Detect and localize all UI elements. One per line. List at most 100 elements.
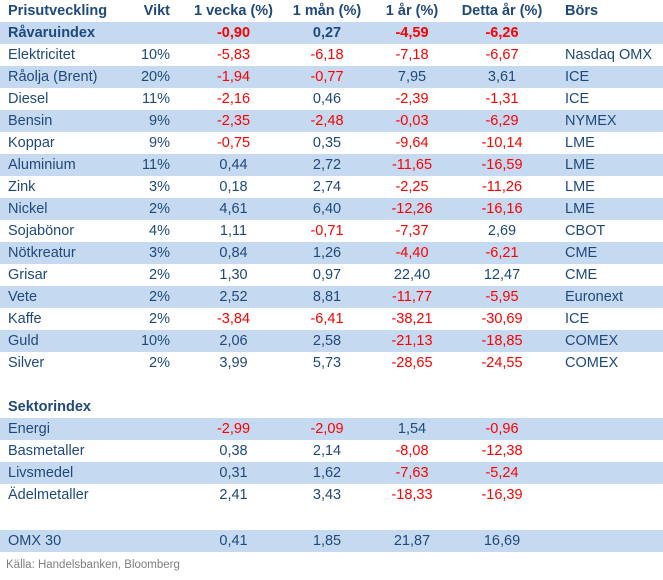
cell-bors xyxy=(552,484,663,506)
cell-vikt xyxy=(130,440,185,462)
cell-bors: LME xyxy=(565,179,595,195)
table-row-vete: Vete 2% 2,52 8,81 -11,77 -5,95 Euronext xyxy=(0,286,663,308)
cell-name: Livsmedel xyxy=(0,462,130,484)
table-row-bensin: Bensin 9% -2,35 -2,48 -0,03 -6,29 NYMEX xyxy=(0,110,663,132)
cell-bors: ICE xyxy=(552,66,663,88)
cell-vikt xyxy=(130,418,185,440)
table-row-livsmedel: Livsmedel 0,31 1,62 -7,63 -5,24 xyxy=(0,462,663,484)
table-row-notkreatur: Nötkreatur 3% 0,84 1,26 -4,40 -6,21 CME xyxy=(0,242,663,264)
cell-detta-ar: -16,16 xyxy=(452,198,552,220)
cell-1-vecka: 3,99 xyxy=(219,355,248,371)
cell-detta-ar: -5,24 xyxy=(452,462,552,484)
cell-1-vecka: 1,11 xyxy=(219,223,248,239)
cell-vikt: 2% xyxy=(130,198,185,220)
section-row-sektorindex: Sektorindex xyxy=(0,396,663,418)
cell-1-man: -6,41 xyxy=(310,311,344,327)
cell-detta-ar: -6,67 xyxy=(485,47,519,63)
cell-1-ar: -7,63 xyxy=(372,462,452,484)
cell-1-ar: -7,37 xyxy=(395,223,429,239)
cell-1-man: 0,97 xyxy=(312,267,342,283)
cell-detta-ar: -16,59 xyxy=(452,154,552,176)
cell-name: Nickel xyxy=(0,198,130,220)
cell-vikt: 9% xyxy=(130,110,185,132)
cell-detta-ar: -16,39 xyxy=(481,487,523,503)
cell-1-ar: 1,54 xyxy=(372,418,452,440)
cell-1-man: 5,73 xyxy=(312,355,342,371)
cell-vikt xyxy=(130,462,185,484)
cell-bors: LME xyxy=(565,135,595,151)
cell-name: Sojabönor xyxy=(8,223,75,239)
cell-1-vecka: -0,75 xyxy=(216,135,251,151)
table-row-basmetaller: Basmetaller 0,38 2,14 -8,08 -12,38 xyxy=(0,440,663,462)
cell-detta-ar: -6,21 xyxy=(452,242,552,264)
table-row-elektricitet: Elektricitet 10% -5,83 -6,18 -7,18 -6,67… xyxy=(0,44,663,66)
cell-vikt: 2% xyxy=(149,267,170,283)
cell-name: Basmetaller xyxy=(8,443,85,459)
cell-1-man: 3,43 xyxy=(312,487,342,503)
cell-1-ar: -4,40 xyxy=(372,242,452,264)
header-1-vecka: 1 vecka (%) xyxy=(194,3,273,19)
cell-1-vecka: 1,30 xyxy=(219,267,248,283)
table-row-diesel: Diesel 11% -2,16 0,46 -2,39 -1,31 ICE xyxy=(0,88,663,110)
cell-vikt: 2% xyxy=(149,355,170,371)
cell-detta-ar: 12,47 xyxy=(483,267,521,283)
header-detta-ar: Detta år (%) xyxy=(461,3,543,19)
cell-1-man: 2,72 xyxy=(282,154,372,176)
cell-detta-ar: -6,29 xyxy=(452,110,552,132)
table-row-omx30: OMX 30 0,41 1,85 21,87 16,69 xyxy=(0,530,663,552)
cell-name: Koppar xyxy=(8,135,55,151)
cell-bors: CBOT xyxy=(565,223,606,239)
cell-detta-ar: -12,38 xyxy=(481,443,523,459)
section-title: Sektorindex xyxy=(8,399,91,415)
cell-detta-ar: -6,26 xyxy=(452,22,552,44)
cell-1-ar: 22,40 xyxy=(393,267,431,283)
cell-vikt xyxy=(130,484,185,506)
cell-name: Diesel xyxy=(8,91,49,107)
cell-detta-ar: -18,85 xyxy=(452,330,552,352)
cell-detta-ar: -1,31 xyxy=(485,91,519,107)
cell-name: Råvaruindex xyxy=(0,22,130,44)
cell-1-ar: -21,13 xyxy=(372,330,452,352)
cell-1-vecka: 0,18 xyxy=(219,179,248,195)
cell-1-man: 2,74 xyxy=(312,179,342,195)
cell-1-vecka: 0,38 xyxy=(219,443,248,459)
table-row-kaffe: Kaffe 2% -3,84 -6,41 -38,21 -30,69 ICE xyxy=(0,308,663,330)
cell-vikt: 2% xyxy=(149,311,170,327)
cell-vikt: 11% xyxy=(142,91,170,107)
cell-vikt: 10% xyxy=(140,47,170,63)
cell-1-ar: -12,26 xyxy=(372,198,452,220)
cell-bors: ICE xyxy=(565,91,590,107)
cell-vikt: 20% xyxy=(130,66,185,88)
cell-detta-ar: -30,69 xyxy=(481,311,523,327)
cell-bors: LME xyxy=(552,154,663,176)
cell-name: Aluminium xyxy=(0,154,130,176)
cell-1-man: 0,27 xyxy=(282,22,372,44)
cell-detta-ar: -5,95 xyxy=(452,286,552,308)
cell-bors: CME xyxy=(565,267,598,283)
table-row-ravaruindex: Råvaruindex -0,90 0,27 -4,59 -6,26 xyxy=(0,22,663,44)
cell-name: Guld xyxy=(0,330,130,352)
source-note: Källa: Handelsbanken, Bloomberg xyxy=(6,559,180,571)
table-row-grisar: Grisar 2% 1,30 0,97 22,40 12,47 CME xyxy=(0,264,663,286)
cell-1-vecka: -1,94 xyxy=(185,66,282,88)
cell-vikt xyxy=(130,22,185,44)
cell-1-ar: -28,65 xyxy=(391,355,433,371)
cell-name: Kaffe xyxy=(8,311,42,327)
cell-name: Grisar xyxy=(8,267,48,283)
cell-1-vecka: 0,41 xyxy=(185,530,282,552)
cell-bors: COMEX xyxy=(565,355,619,371)
spacer-row xyxy=(0,374,663,396)
cell-vikt: 3% xyxy=(130,242,185,264)
cell-1-vecka: 2,06 xyxy=(185,330,282,352)
cell-name: Nötkreatur xyxy=(0,242,130,264)
cell-vikt: 9% xyxy=(149,135,170,151)
cell-1-ar: -2,39 xyxy=(395,91,429,107)
cell-bors: COMEX xyxy=(552,330,663,352)
cell-1-ar: -4,59 xyxy=(372,22,452,44)
cell-1-ar: -2,25 xyxy=(395,179,429,195)
cell-detta-ar: -0,96 xyxy=(452,418,552,440)
cell-name: Zink xyxy=(8,179,36,195)
cell-1-ar: -9,64 xyxy=(395,135,429,151)
header-1-ar: 1 år (%) xyxy=(385,3,439,19)
cell-bors: Nasdaq OMX xyxy=(565,47,653,63)
